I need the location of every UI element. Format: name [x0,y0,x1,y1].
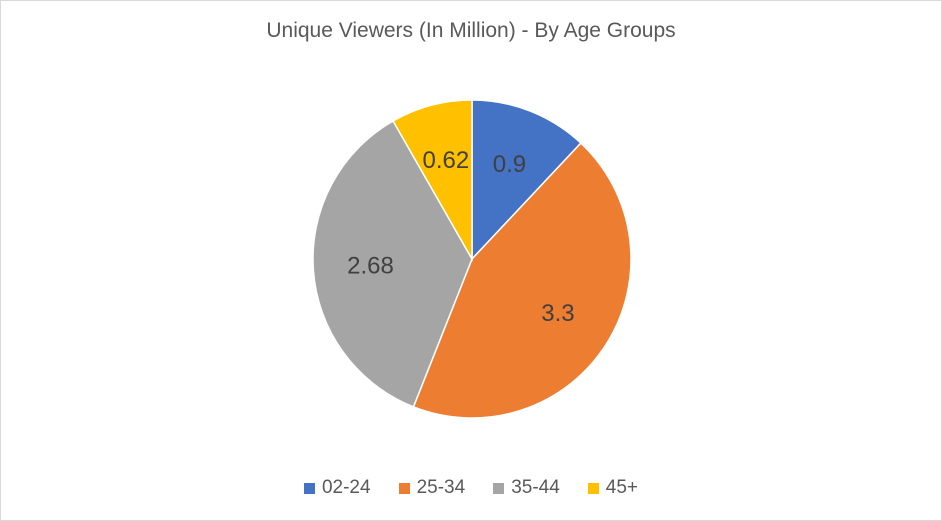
chart-title: Unique Viewers (In Million) - By Age Gro… [266,19,676,42]
pie-slice-35-44 [312,119,473,408]
data-label-02-24: 0.9 [493,151,526,178]
legend: 02-24 25-34 35-44 45+ [1,477,941,499]
legend-swatch-35-44 [493,482,505,494]
legend-item-25-34: 25-34 [398,477,466,499]
legend-swatch-02-24 [303,482,315,494]
pie-slices [312,99,632,419]
pie-slice-02-24 [471,99,582,261]
legend-label-25-34: 25-34 [416,477,466,498]
data-label-45-plus: 0.62 [423,147,470,174]
legend-label-35-44: 35-44 [511,477,560,498]
legend-label-45-plus: 45+ [605,477,639,498]
pie-slice-25-34 [412,142,632,419]
data-label-35-44: 2.68 [347,253,394,280]
pie-data-labels: 0.9 3.3 2.68 0.62 [347,147,574,327]
legend-item-45-plus: 45+ [587,477,639,499]
legend-swatch-45-plus [587,482,599,494]
pie-slice-45-plus [392,99,473,262]
legend-item-35-44: 35-44 [493,477,560,499]
legend-swatch-25-34 [398,482,410,494]
data-label-25-34: 3.3 [541,300,574,327]
legend-item-02-24: 02-24 [303,477,371,499]
legend-label-02-24: 02-24 [321,477,371,498]
